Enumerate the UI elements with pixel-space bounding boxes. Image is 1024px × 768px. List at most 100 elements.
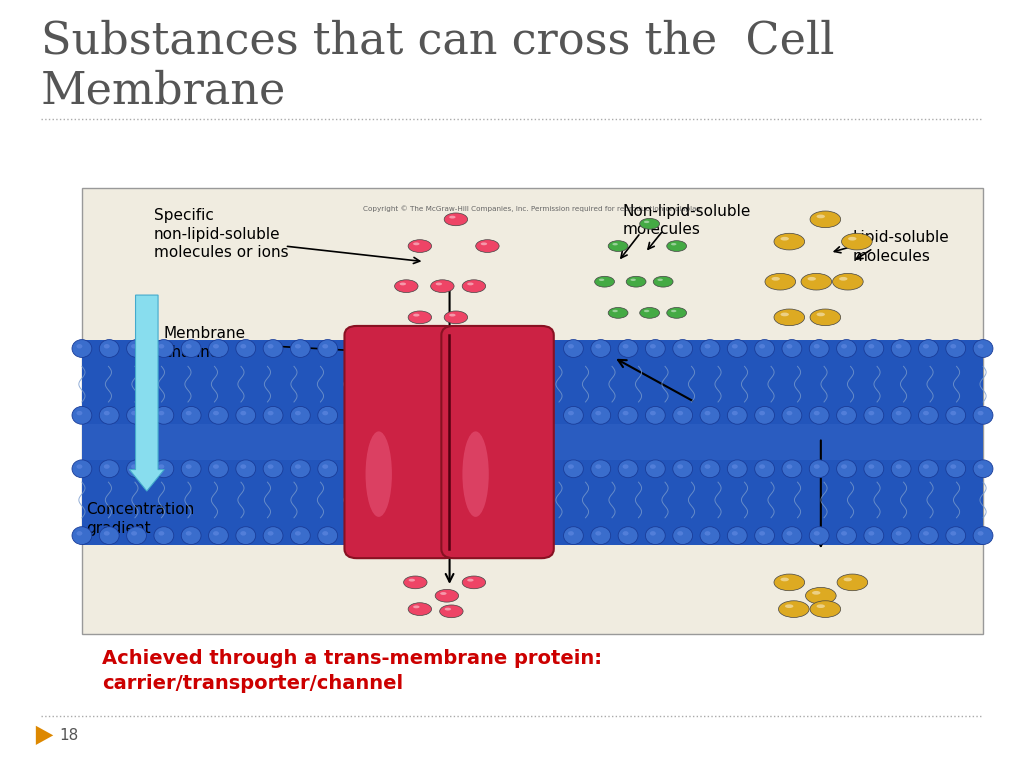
Ellipse shape: [780, 313, 788, 316]
Ellipse shape: [462, 280, 485, 293]
Ellipse shape: [295, 465, 301, 468]
Ellipse shape: [778, 601, 809, 617]
Ellipse shape: [295, 411, 301, 415]
Ellipse shape: [131, 531, 137, 535]
Ellipse shape: [413, 243, 420, 245]
Ellipse shape: [833, 273, 863, 290]
Ellipse shape: [435, 283, 442, 286]
Ellipse shape: [755, 339, 774, 357]
Ellipse shape: [267, 344, 273, 349]
FancyBboxPatch shape: [82, 460, 983, 545]
Ellipse shape: [842, 233, 872, 250]
Ellipse shape: [77, 531, 82, 535]
Ellipse shape: [810, 601, 841, 617]
Ellipse shape: [159, 411, 164, 415]
Ellipse shape: [785, 604, 794, 608]
Ellipse shape: [978, 465, 983, 468]
Ellipse shape: [700, 460, 720, 478]
Ellipse shape: [950, 531, 956, 535]
Ellipse shape: [896, 411, 901, 415]
Ellipse shape: [131, 465, 137, 468]
Ellipse shape: [77, 465, 82, 468]
Ellipse shape: [568, 531, 573, 535]
Ellipse shape: [236, 460, 256, 478]
Ellipse shape: [868, 344, 874, 349]
Ellipse shape: [267, 465, 273, 468]
Ellipse shape: [645, 339, 666, 357]
Ellipse shape: [946, 460, 966, 478]
Ellipse shape: [816, 214, 825, 218]
Ellipse shape: [612, 243, 617, 246]
Ellipse shape: [891, 406, 911, 424]
Ellipse shape: [185, 344, 191, 349]
Ellipse shape: [868, 465, 874, 468]
Ellipse shape: [732, 344, 737, 349]
Ellipse shape: [814, 531, 819, 535]
Ellipse shape: [444, 607, 452, 611]
Ellipse shape: [213, 411, 219, 415]
Ellipse shape: [923, 531, 929, 535]
Ellipse shape: [612, 310, 617, 313]
Ellipse shape: [444, 213, 468, 226]
Ellipse shape: [786, 465, 793, 468]
Ellipse shape: [896, 344, 901, 349]
Ellipse shape: [563, 339, 584, 357]
Ellipse shape: [623, 411, 629, 415]
Ellipse shape: [677, 465, 683, 468]
Ellipse shape: [732, 531, 737, 535]
Ellipse shape: [919, 339, 938, 357]
Ellipse shape: [868, 411, 874, 415]
Ellipse shape: [759, 465, 765, 468]
Ellipse shape: [640, 218, 659, 229]
Ellipse shape: [241, 344, 246, 349]
Ellipse shape: [978, 344, 983, 349]
Ellipse shape: [263, 339, 283, 357]
Ellipse shape: [127, 460, 146, 478]
Ellipse shape: [627, 276, 646, 287]
Ellipse shape: [809, 339, 829, 357]
Ellipse shape: [896, 465, 901, 468]
Ellipse shape: [291, 339, 310, 357]
Ellipse shape: [618, 527, 638, 545]
Ellipse shape: [814, 465, 819, 468]
Ellipse shape: [816, 313, 825, 316]
Ellipse shape: [394, 280, 418, 293]
Ellipse shape: [77, 344, 82, 349]
Ellipse shape: [782, 460, 802, 478]
Ellipse shape: [127, 339, 146, 357]
Ellipse shape: [786, 411, 793, 415]
Ellipse shape: [650, 411, 655, 415]
Ellipse shape: [727, 460, 748, 478]
Ellipse shape: [185, 411, 191, 415]
Ellipse shape: [653, 276, 673, 287]
Ellipse shape: [705, 531, 711, 535]
Ellipse shape: [841, 531, 847, 535]
Ellipse shape: [263, 527, 283, 545]
Ellipse shape: [99, 527, 119, 545]
Ellipse shape: [131, 344, 137, 349]
Ellipse shape: [809, 406, 829, 424]
Ellipse shape: [732, 411, 737, 415]
Ellipse shape: [99, 460, 119, 478]
Ellipse shape: [782, 339, 802, 357]
Ellipse shape: [650, 344, 655, 349]
Ellipse shape: [644, 310, 649, 313]
Ellipse shape: [667, 307, 686, 318]
Ellipse shape: [409, 311, 431, 323]
Ellipse shape: [808, 277, 816, 280]
Ellipse shape: [103, 465, 110, 468]
Ellipse shape: [700, 527, 720, 545]
Ellipse shape: [950, 411, 956, 415]
Ellipse shape: [841, 411, 847, 415]
Ellipse shape: [185, 465, 191, 468]
Ellipse shape: [236, 527, 256, 545]
Ellipse shape: [267, 411, 273, 415]
Ellipse shape: [618, 406, 638, 424]
Ellipse shape: [209, 406, 228, 424]
Ellipse shape: [673, 527, 692, 545]
Ellipse shape: [263, 460, 283, 478]
Ellipse shape: [291, 406, 310, 424]
Ellipse shape: [154, 406, 174, 424]
FancyBboxPatch shape: [82, 339, 983, 424]
Text: Specific
non-lipid-soluble
molecules or ions: Specific non-lipid-soluble molecules or …: [154, 208, 289, 260]
